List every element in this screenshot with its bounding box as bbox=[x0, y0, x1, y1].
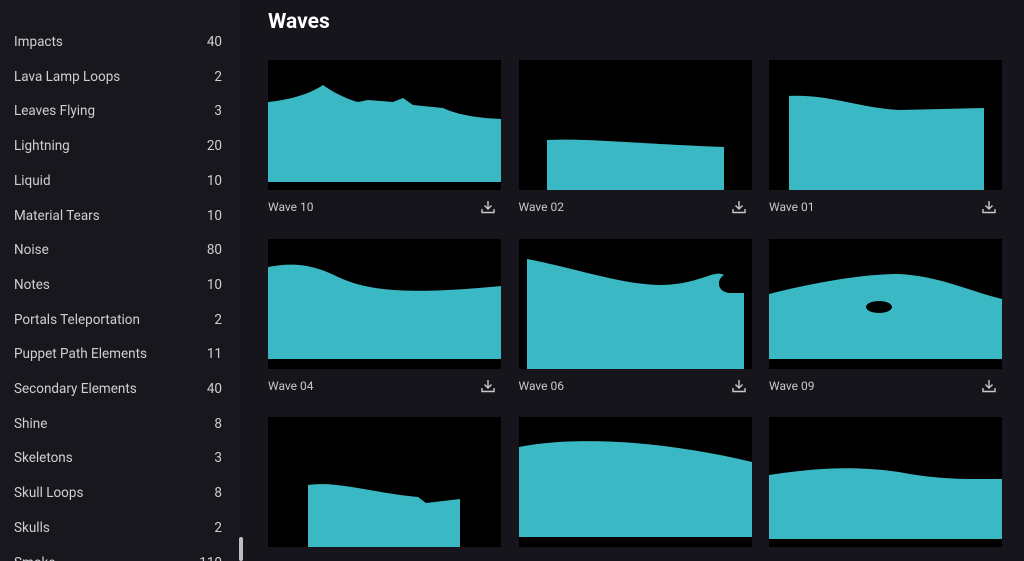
wave-shape bbox=[769, 468, 1002, 539]
download-icon bbox=[481, 201, 495, 214]
card-label: Wave 06 bbox=[518, 378, 564, 393]
category-item[interactable]: Skull Loops 8 bbox=[14, 483, 222, 503]
thumbnail[interactable] bbox=[518, 60, 752, 190]
thumbnail[interactable] bbox=[518, 238, 752, 369]
category-count: 110 bbox=[199, 553, 222, 561]
asset-card[interactable] bbox=[268, 417, 501, 547]
category-item[interactable]: Lava Lamp Loops 2 bbox=[14, 67, 222, 87]
category-count: 20 bbox=[206, 138, 222, 155]
category-label: Portals Teleportation bbox=[14, 311, 140, 328]
card-label: Wave 09 bbox=[769, 378, 815, 393]
wave-shape bbox=[268, 85, 501, 182]
category-item[interactable]: Skulls 2 bbox=[14, 518, 222, 538]
download-icon bbox=[731, 379, 746, 392]
scrollbar[interactable] bbox=[239, 537, 243, 561]
category-count: 40 bbox=[206, 381, 222, 397]
category-item[interactable]: Notes 10 bbox=[14, 275, 222, 295]
category-count: 3 bbox=[214, 450, 222, 467]
wave-shape bbox=[518, 441, 752, 537]
category-item[interactable]: Secondary Elements 40 bbox=[14, 379, 222, 399]
category-label: Skull Loops bbox=[14, 485, 84, 502]
category-label: Skeletons bbox=[14, 450, 73, 467]
category-item[interactable]: Impacts 40 bbox=[14, 32, 222, 52]
wave-shape bbox=[546, 139, 724, 190]
category-label: Liquid bbox=[14, 172, 51, 189]
category-label: Lava Lamp Loops bbox=[14, 68, 121, 85]
download-icon bbox=[481, 379, 495, 392]
category-label: Secondary Elements bbox=[14, 381, 137, 397]
asset-card[interactable] bbox=[769, 417, 1002, 547]
download-button[interactable] bbox=[982, 379, 996, 393]
category-item[interactable]: Smoke 110 bbox=[14, 553, 222, 561]
category-label: Skulls bbox=[14, 519, 50, 536]
asset-card[interactable]: Wave 10 bbox=[268, 60, 501, 214]
category-item[interactable]: Material Tears 10 bbox=[14, 206, 222, 226]
thumbnail[interactable] bbox=[769, 417, 1002, 547]
category-count: 8 bbox=[214, 485, 222, 502]
category-label: Shine bbox=[14, 415, 48, 432]
download-button[interactable] bbox=[982, 200, 996, 214]
section-title: Waves bbox=[268, 10, 330, 34]
sidebar: Impacts 40 Lava Lamp Loops 2 Leaves Flying 3 L… bbox=[0, 0, 240, 561]
asset-card[interactable] bbox=[518, 417, 752, 547]
card-label: Wave 10 bbox=[268, 200, 314, 214]
category-count: 2 bbox=[214, 519, 222, 536]
category-item[interactable]: Leaves Flying 3 bbox=[14, 101, 222, 121]
thumbnail[interactable] bbox=[268, 60, 501, 190]
download-icon bbox=[731, 201, 746, 214]
download-icon bbox=[982, 379, 996, 392]
download-icon bbox=[982, 201, 996, 214]
wave-shape bbox=[526, 258, 744, 369]
asset-card[interactable]: Wave 09 bbox=[769, 238, 1002, 393]
wave-shape bbox=[789, 95, 984, 190]
category-label: Smoke bbox=[14, 555, 55, 561]
asset-card[interactable]: Wave 04 bbox=[268, 238, 501, 393]
wave-hole bbox=[866, 300, 892, 313]
wave-shape bbox=[769, 273, 1002, 359]
card-label: Wave 04 bbox=[268, 378, 314, 393]
card-label: Wave 02 bbox=[518, 200, 564, 214]
thumbnail[interactable] bbox=[769, 238, 1002, 369]
thumbnail[interactable] bbox=[518, 417, 752, 547]
card-label: Wave 01 bbox=[769, 200, 815, 214]
download-button[interactable] bbox=[481, 200, 495, 214]
category-label: Material Tears bbox=[14, 207, 100, 224]
category-item[interactable]: Lightning 20 bbox=[14, 136, 222, 156]
category-count: 10 bbox=[206, 172, 222, 189]
category-label: Impacts bbox=[14, 34, 63, 50]
category-count: 80 bbox=[206, 242, 222, 259]
category-label: Notes bbox=[14, 276, 50, 293]
wave-shape bbox=[268, 264, 501, 359]
category-item[interactable]: Liquid 10 bbox=[14, 171, 222, 191]
category-item[interactable]: Shine 8 bbox=[14, 414, 222, 434]
category-item[interactable]: Skeletons 3 bbox=[14, 448, 222, 468]
wave-shape bbox=[308, 484, 460, 547]
thumbnail[interactable] bbox=[268, 238, 501, 369]
category-count: 2 bbox=[214, 311, 222, 328]
category-count: 2 bbox=[214, 68, 222, 85]
category-count: 8 bbox=[214, 415, 222, 432]
download-button[interactable] bbox=[731, 200, 746, 214]
asset-card[interactable]: Wave 02 bbox=[518, 60, 752, 214]
asset-card[interactable]: Wave 06 bbox=[518, 238, 752, 393]
category-item[interactable]: Puppet Path Elements 11 bbox=[14, 344, 222, 364]
category-item[interactable]: Portals Teleportation 2 bbox=[14, 310, 222, 330]
category-label: Noise bbox=[14, 242, 49, 259]
category-count: 10 bbox=[206, 207, 222, 224]
thumbnail[interactable] bbox=[769, 60, 1002, 190]
category-count: 3 bbox=[214, 103, 222, 120]
category-count: 40 bbox=[206, 34, 222, 50]
asset-card[interactable]: Wave 01 bbox=[769, 60, 1002, 214]
category-count: 11 bbox=[206, 346, 222, 363]
category-count: 10 bbox=[206, 276, 222, 293]
download-button[interactable] bbox=[481, 379, 495, 393]
category-label: Leaves Flying bbox=[14, 103, 96, 120]
download-button[interactable] bbox=[731, 379, 746, 393]
category-label: Lightning bbox=[14, 138, 70, 155]
category-label: Puppet Path Elements bbox=[14, 346, 147, 363]
thumbnail[interactable] bbox=[268, 417, 501, 547]
category-item[interactable]: Noise 80 bbox=[14, 240, 222, 260]
